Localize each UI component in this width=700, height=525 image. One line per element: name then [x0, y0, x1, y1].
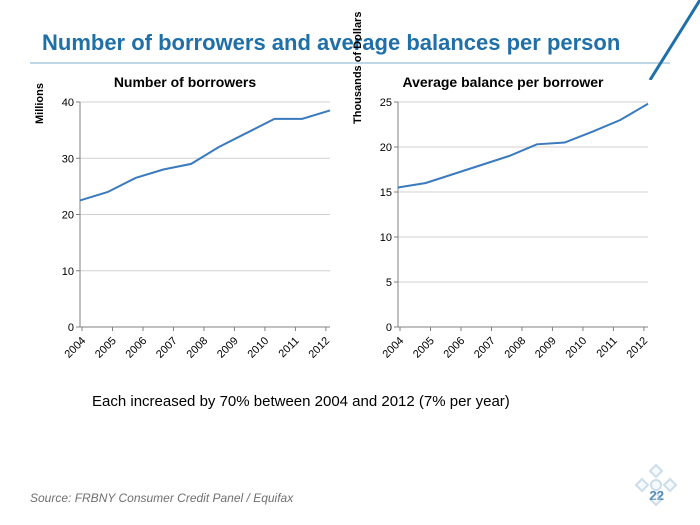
svg-text:2011: 2011 — [595, 335, 620, 360]
logo-icon — [626, 455, 686, 515]
chart-right-title: Average balance per borrower — [348, 74, 658, 90]
svg-text:10: 10 — [62, 266, 74, 278]
svg-text:30: 30 — [62, 153, 74, 165]
caption: Each increased by 70% between 2004 and 2… — [92, 393, 670, 410]
svg-text:0: 0 — [386, 322, 392, 334]
svg-text:2006: 2006 — [124, 335, 150, 361]
svg-text:5: 5 — [386, 277, 392, 289]
svg-text:2004: 2004 — [63, 335, 89, 361]
corner-decoration — [640, 0, 700, 80]
svg-text:2010: 2010 — [563, 335, 589, 361]
svg-text:2012: 2012 — [306, 335, 332, 361]
svg-text:2009: 2009 — [215, 335, 241, 361]
title-rule — [30, 62, 670, 64]
chart-right-svg: 0510152025200420052006200720082009201020… — [348, 92, 658, 382]
chart-left-ylabel: Millions — [34, 83, 46, 124]
svg-text:2009: 2009 — [533, 335, 559, 361]
chart-left: Number of borrowers Millions 0 10 20 30 40 20… — [30, 74, 340, 387]
source-text: Source: FRBNY Consumer Credit Panel / Eq… — [30, 491, 293, 505]
svg-text:2010: 2010 — [245, 335, 271, 361]
svg-text:2007: 2007 — [154, 335, 180, 361]
svg-text:2005: 2005 — [93, 335, 119, 361]
svg-text:2007: 2007 — [472, 335, 498, 361]
chart-left-title: Number of borrowers — [30, 74, 340, 90]
svg-text:2006: 2006 — [442, 335, 468, 361]
chart-left-svg: 0102030402004200520062007200820092010201… — [30, 92, 340, 382]
svg-text:40: 40 — [62, 97, 74, 109]
svg-text:2004: 2004 — [381, 335, 407, 361]
svg-text:2011: 2011 — [277, 335, 302, 360]
svg-text:10: 10 — [380, 232, 392, 244]
svg-text:2012: 2012 — [624, 335, 650, 361]
charts-row: Number of borrowers Millions 0 10 20 30 40 20… — [30, 74, 670, 387]
svg-text:2005: 2005 — [411, 335, 437, 361]
svg-text:0: 0 — [68, 322, 74, 334]
svg-text:20: 20 — [62, 210, 74, 222]
chart-right-ylabel: Thousands of Dollars — [352, 12, 364, 124]
svg-text:25: 25 — [380, 97, 392, 109]
svg-text:15: 15 — [380, 187, 392, 199]
chart-right: Average balance per borrower Thousands o… — [348, 74, 658, 387]
svg-text:20: 20 — [380, 142, 392, 154]
svg-text:2008: 2008 — [185, 335, 211, 361]
svg-text:2008: 2008 — [503, 335, 529, 361]
